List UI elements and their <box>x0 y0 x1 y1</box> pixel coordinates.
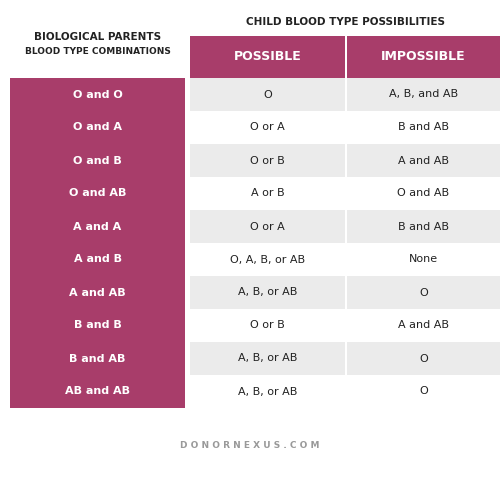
Text: A, B, or AB: A, B, or AB <box>238 288 297 298</box>
Text: O and A: O and A <box>73 122 122 132</box>
FancyBboxPatch shape <box>347 309 500 342</box>
Text: BIOLOGICAL PARENTS: BIOLOGICAL PARENTS <box>34 32 161 42</box>
Text: B and AB: B and AB <box>398 222 449 232</box>
Text: IMPOSSIBLE: IMPOSSIBLE <box>381 50 466 64</box>
Text: O: O <box>419 354 428 364</box>
FancyBboxPatch shape <box>190 243 345 276</box>
FancyBboxPatch shape <box>190 309 345 342</box>
Text: CHILD BLOOD TYPE POSSIBILITIES: CHILD BLOOD TYPE POSSIBILITIES <box>246 17 444 27</box>
FancyBboxPatch shape <box>190 177 345 210</box>
Text: A and A: A and A <box>74 222 122 232</box>
FancyBboxPatch shape <box>190 375 345 408</box>
FancyBboxPatch shape <box>190 144 345 177</box>
FancyBboxPatch shape <box>190 36 345 78</box>
Text: O or B: O or B <box>250 156 285 166</box>
Text: BLOOD TYPE COMBINATIONS: BLOOD TYPE COMBINATIONS <box>24 46 171 56</box>
FancyBboxPatch shape <box>190 210 345 243</box>
FancyBboxPatch shape <box>347 342 500 375</box>
FancyBboxPatch shape <box>347 36 500 78</box>
Text: O and AB: O and AB <box>69 188 126 198</box>
Text: O: O <box>419 288 428 298</box>
Text: O or B: O or B <box>250 320 285 330</box>
FancyBboxPatch shape <box>347 78 500 111</box>
FancyBboxPatch shape <box>347 243 500 276</box>
Text: O, A, B, or AB: O, A, B, or AB <box>230 254 305 264</box>
FancyBboxPatch shape <box>190 276 345 309</box>
FancyBboxPatch shape <box>190 342 345 375</box>
Text: O and O: O and O <box>72 90 122 100</box>
Text: A and AB: A and AB <box>398 320 449 330</box>
Text: D O N O R N E X U S . C O M: D O N O R N E X U S . C O M <box>180 440 320 450</box>
FancyBboxPatch shape <box>190 111 345 144</box>
FancyBboxPatch shape <box>347 210 500 243</box>
Text: O or A: O or A <box>250 222 285 232</box>
Text: A, B, and AB: A, B, and AB <box>389 90 458 100</box>
FancyBboxPatch shape <box>347 111 500 144</box>
FancyBboxPatch shape <box>10 78 185 408</box>
Text: A, B, or AB: A, B, or AB <box>238 354 297 364</box>
Text: B and AB: B and AB <box>398 122 449 132</box>
Text: A and B: A and B <box>74 254 122 264</box>
Text: A and AB: A and AB <box>398 156 449 166</box>
Text: O: O <box>263 90 272 100</box>
FancyBboxPatch shape <box>347 375 500 408</box>
Text: POSSIBLE: POSSIBLE <box>234 50 302 64</box>
FancyBboxPatch shape <box>347 276 500 309</box>
Text: O: O <box>419 386 428 396</box>
Text: None: None <box>409 254 438 264</box>
FancyBboxPatch shape <box>190 78 345 111</box>
FancyBboxPatch shape <box>347 177 500 210</box>
Text: A and AB: A and AB <box>69 288 126 298</box>
Text: O or A: O or A <box>250 122 285 132</box>
Text: O and B: O and B <box>73 156 122 166</box>
Text: B and AB: B and AB <box>70 354 126 364</box>
Text: A or B: A or B <box>250 188 284 198</box>
Text: O and AB: O and AB <box>398 188 450 198</box>
Text: AB and AB: AB and AB <box>65 386 130 396</box>
Text: B and B: B and B <box>74 320 122 330</box>
FancyBboxPatch shape <box>347 144 500 177</box>
Text: A, B, or AB: A, B, or AB <box>238 386 297 396</box>
